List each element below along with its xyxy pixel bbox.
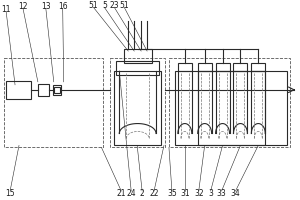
- Text: 24: 24: [126, 189, 136, 198]
- Bar: [216, 63, 230, 71]
- Bar: [198, 63, 212, 71]
- Text: 51: 51: [89, 1, 98, 10]
- Bar: [110, 58, 165, 147]
- Text: 16: 16: [58, 2, 68, 11]
- Bar: [124, 49, 152, 63]
- Bar: [169, 58, 290, 147]
- Text: 15: 15: [5, 189, 15, 198]
- Text: 23: 23: [110, 1, 119, 10]
- Bar: [4, 58, 103, 147]
- Text: 13: 13: [41, 2, 51, 11]
- Bar: [54, 87, 60, 93]
- Text: 11: 11: [2, 5, 11, 14]
- Bar: [53, 85, 61, 95]
- Bar: [233, 63, 248, 71]
- Bar: [38, 84, 49, 96]
- Text: 51: 51: [119, 1, 129, 10]
- Text: 34: 34: [231, 189, 240, 198]
- Text: 22: 22: [149, 189, 159, 198]
- Text: 3: 3: [208, 189, 213, 198]
- Bar: [175, 71, 287, 145]
- Text: 21: 21: [116, 189, 126, 198]
- Text: 2: 2: [140, 189, 145, 198]
- Text: 31: 31: [180, 189, 190, 198]
- Text: 12: 12: [18, 2, 28, 11]
- Bar: [198, 71, 265, 145]
- Bar: [6, 81, 31, 99]
- Bar: [178, 63, 192, 71]
- Text: 35: 35: [167, 189, 177, 198]
- Bar: [114, 71, 161, 145]
- Bar: [251, 63, 265, 71]
- Text: 5: 5: [102, 1, 107, 10]
- Text: 32: 32: [194, 189, 203, 198]
- Bar: [116, 61, 159, 75]
- Text: 33: 33: [217, 189, 226, 198]
